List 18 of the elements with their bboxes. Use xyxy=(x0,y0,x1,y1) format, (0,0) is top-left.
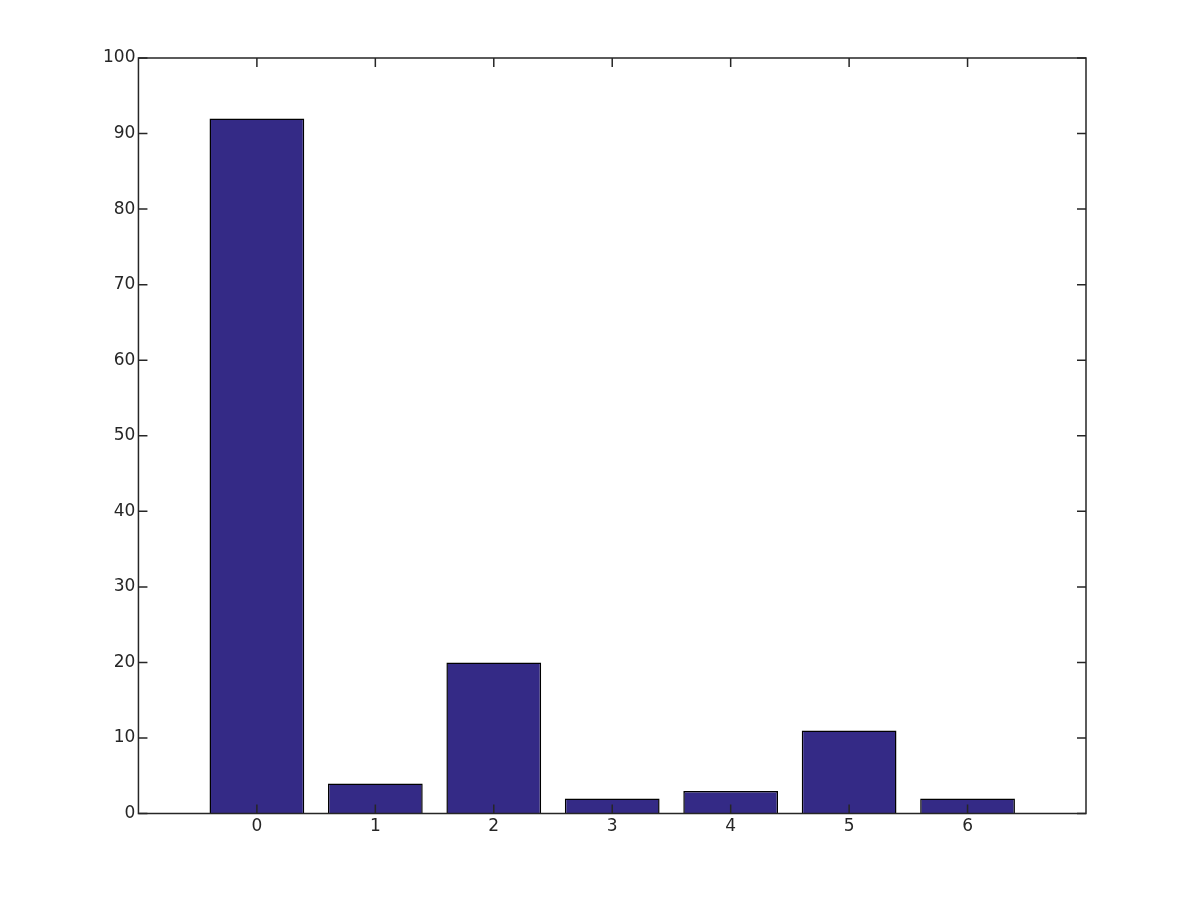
x-tick-label: 2 xyxy=(488,815,500,836)
y-tick-label: 50 xyxy=(113,424,136,445)
x-tick-label: 6 xyxy=(962,815,973,836)
y-tick-label: 0 xyxy=(124,802,136,823)
x-tick-label: 4 xyxy=(725,815,737,836)
y-tick-label: 60 xyxy=(113,348,136,369)
y-tick-label: 40 xyxy=(113,499,136,520)
y-tick-label: 20 xyxy=(113,650,136,671)
y-tick-label: 10 xyxy=(113,726,136,747)
y-tick-label: 30 xyxy=(113,575,136,596)
y-tick-label: 100 xyxy=(102,46,136,67)
y-tick-label: 70 xyxy=(113,273,136,294)
y-tick-label: 90 xyxy=(113,121,136,142)
x-tick-label: 5 xyxy=(843,815,855,836)
x-tick-label: 3 xyxy=(606,815,618,836)
x-tick-label: 1 xyxy=(369,815,381,836)
y-tick-label: 80 xyxy=(113,197,136,218)
x-tick-label: 0 xyxy=(251,815,263,836)
